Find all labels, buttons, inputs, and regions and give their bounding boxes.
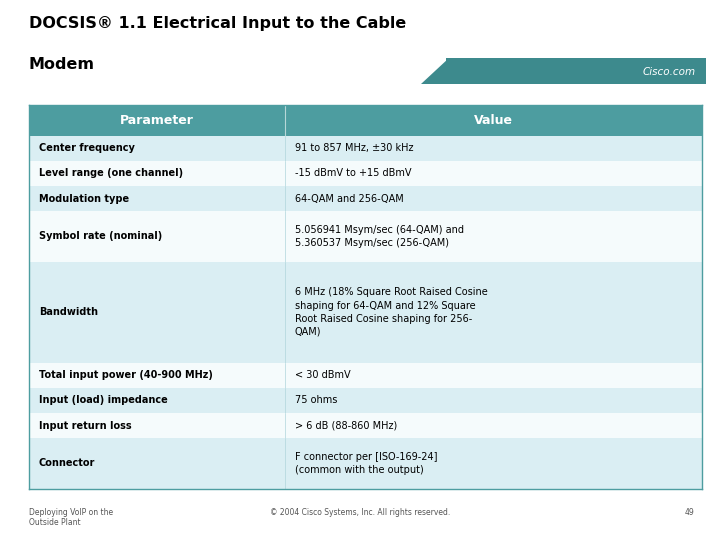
- Text: Modem: Modem: [29, 57, 95, 72]
- Text: F connector per [ISO-169-24]
(common with the output): F connector per [ISO-169-24] (common wit…: [294, 452, 437, 475]
- Text: Modulation type: Modulation type: [39, 194, 129, 204]
- Text: Value: Value: [474, 114, 513, 127]
- Text: 64-QAM and 256-QAM: 64-QAM and 256-QAM: [294, 194, 403, 204]
- Text: Connector: Connector: [39, 458, 95, 469]
- Text: Cisco.com: Cisco.com: [642, 67, 696, 77]
- Text: Parameter: Parameter: [120, 114, 194, 127]
- Text: 49: 49: [685, 508, 695, 517]
- Text: DOCSIS® 1.1 Electrical Input to the Cable: DOCSIS® 1.1 Electrical Input to the Cabl…: [29, 16, 406, 31]
- Text: Center frequency: Center frequency: [39, 143, 135, 153]
- Text: 91 to 857 MHz, ±30 kHz: 91 to 857 MHz, ±30 kHz: [294, 143, 413, 153]
- Text: Total input power (40-900 MHz): Total input power (40-900 MHz): [39, 370, 213, 380]
- Text: 75 ohms: 75 ohms: [294, 395, 337, 406]
- Text: Symbol rate (nominal): Symbol rate (nominal): [39, 232, 162, 241]
- Text: 6 MHz (18% Square Root Raised Cosine
shaping for 64-QAM and 12% Square
Root Rais: 6 MHz (18% Square Root Raised Cosine sha…: [294, 287, 487, 337]
- Text: Level range (one channel): Level range (one channel): [39, 168, 183, 178]
- Text: < 30 dBmV: < 30 dBmV: [294, 370, 351, 380]
- Text: Input return loss: Input return loss: [39, 421, 132, 430]
- Text: Input (load) impedance: Input (load) impedance: [39, 395, 168, 406]
- Text: -15 dBmV to +15 dBmV: -15 dBmV to +15 dBmV: [294, 168, 411, 178]
- Text: 5.056941 Msym/sec (64-QAM) and
5.360537 Msym/sec (256-QAM): 5.056941 Msym/sec (64-QAM) and 5.360537 …: [294, 225, 464, 248]
- Polygon shape: [421, 58, 449, 84]
- Text: > 6 dB (88-860 MHz): > 6 dB (88-860 MHz): [294, 421, 397, 430]
- Text: Deploying VoIP on the
Outside Plant: Deploying VoIP on the Outside Plant: [29, 508, 113, 527]
- Text: Bandwidth: Bandwidth: [39, 307, 98, 317]
- Text: © 2004 Cisco Systems, Inc. All rights reserved.: © 2004 Cisco Systems, Inc. All rights re…: [270, 508, 450, 517]
